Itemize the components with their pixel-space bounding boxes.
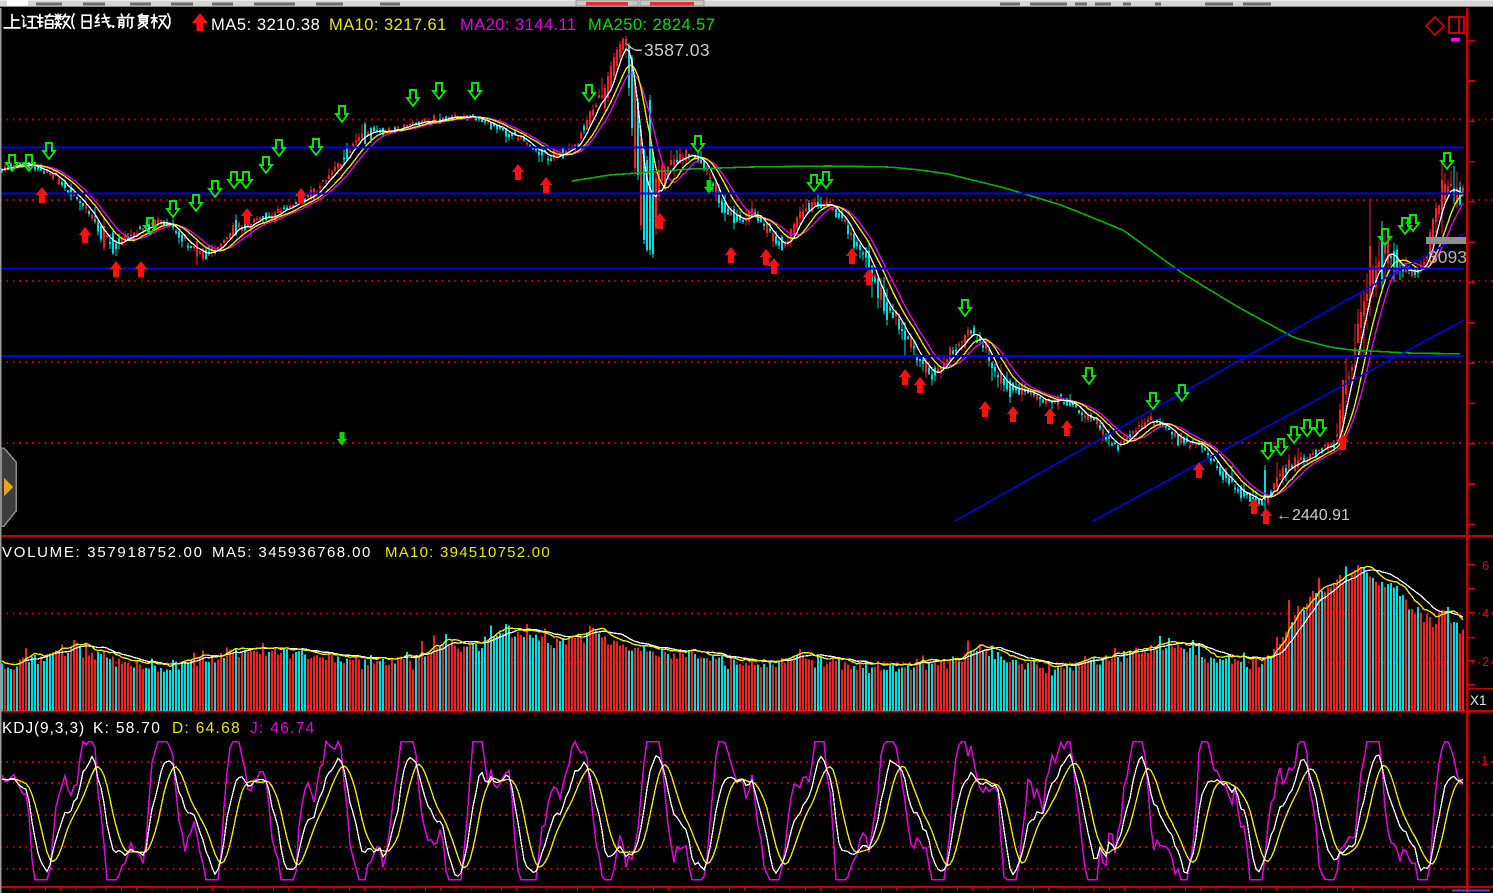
svg-text:MA5: 345936768.00: MA5: 345936768.00 [212,544,372,561]
svg-text:MA5: 3210.38: MA5: 3210.38 [211,16,320,34]
svg-text:2: 2 [1482,654,1489,669]
svg-text:←2440.91: ←2440.91 [1276,507,1350,524]
svg-text:MA20: 3144.11: MA20: 3144.11 [460,16,577,34]
svg-text:VOLUME: 357918752.00: VOLUME: 357918752.00 [2,544,204,561]
svg-text:MA10: 394510752.00: MA10: 394510752.00 [385,544,551,561]
svg-text:1: 1 [1481,753,1488,768]
svg-text:6: 6 [1482,558,1489,573]
svg-text:MA250: 2824.57: MA250: 2824.57 [588,16,715,34]
svg-text:K: 58.70: K: 58.70 [93,720,161,737]
svg-text:J: 46.74: J: 46.74 [250,720,316,737]
svg-text:KDJ(9,3,3): KDJ(9,3,3) [2,720,85,737]
svg-text:D: 64.68: D: 64.68 [172,720,241,737]
svg-text:3093: 3093 [1428,247,1467,267]
svg-text:X1: X1 [1470,693,1487,708]
svg-text:MA10: 3217.61: MA10: 3217.61 [329,16,447,34]
svg-text:3587.03: 3587.03 [644,40,710,60]
